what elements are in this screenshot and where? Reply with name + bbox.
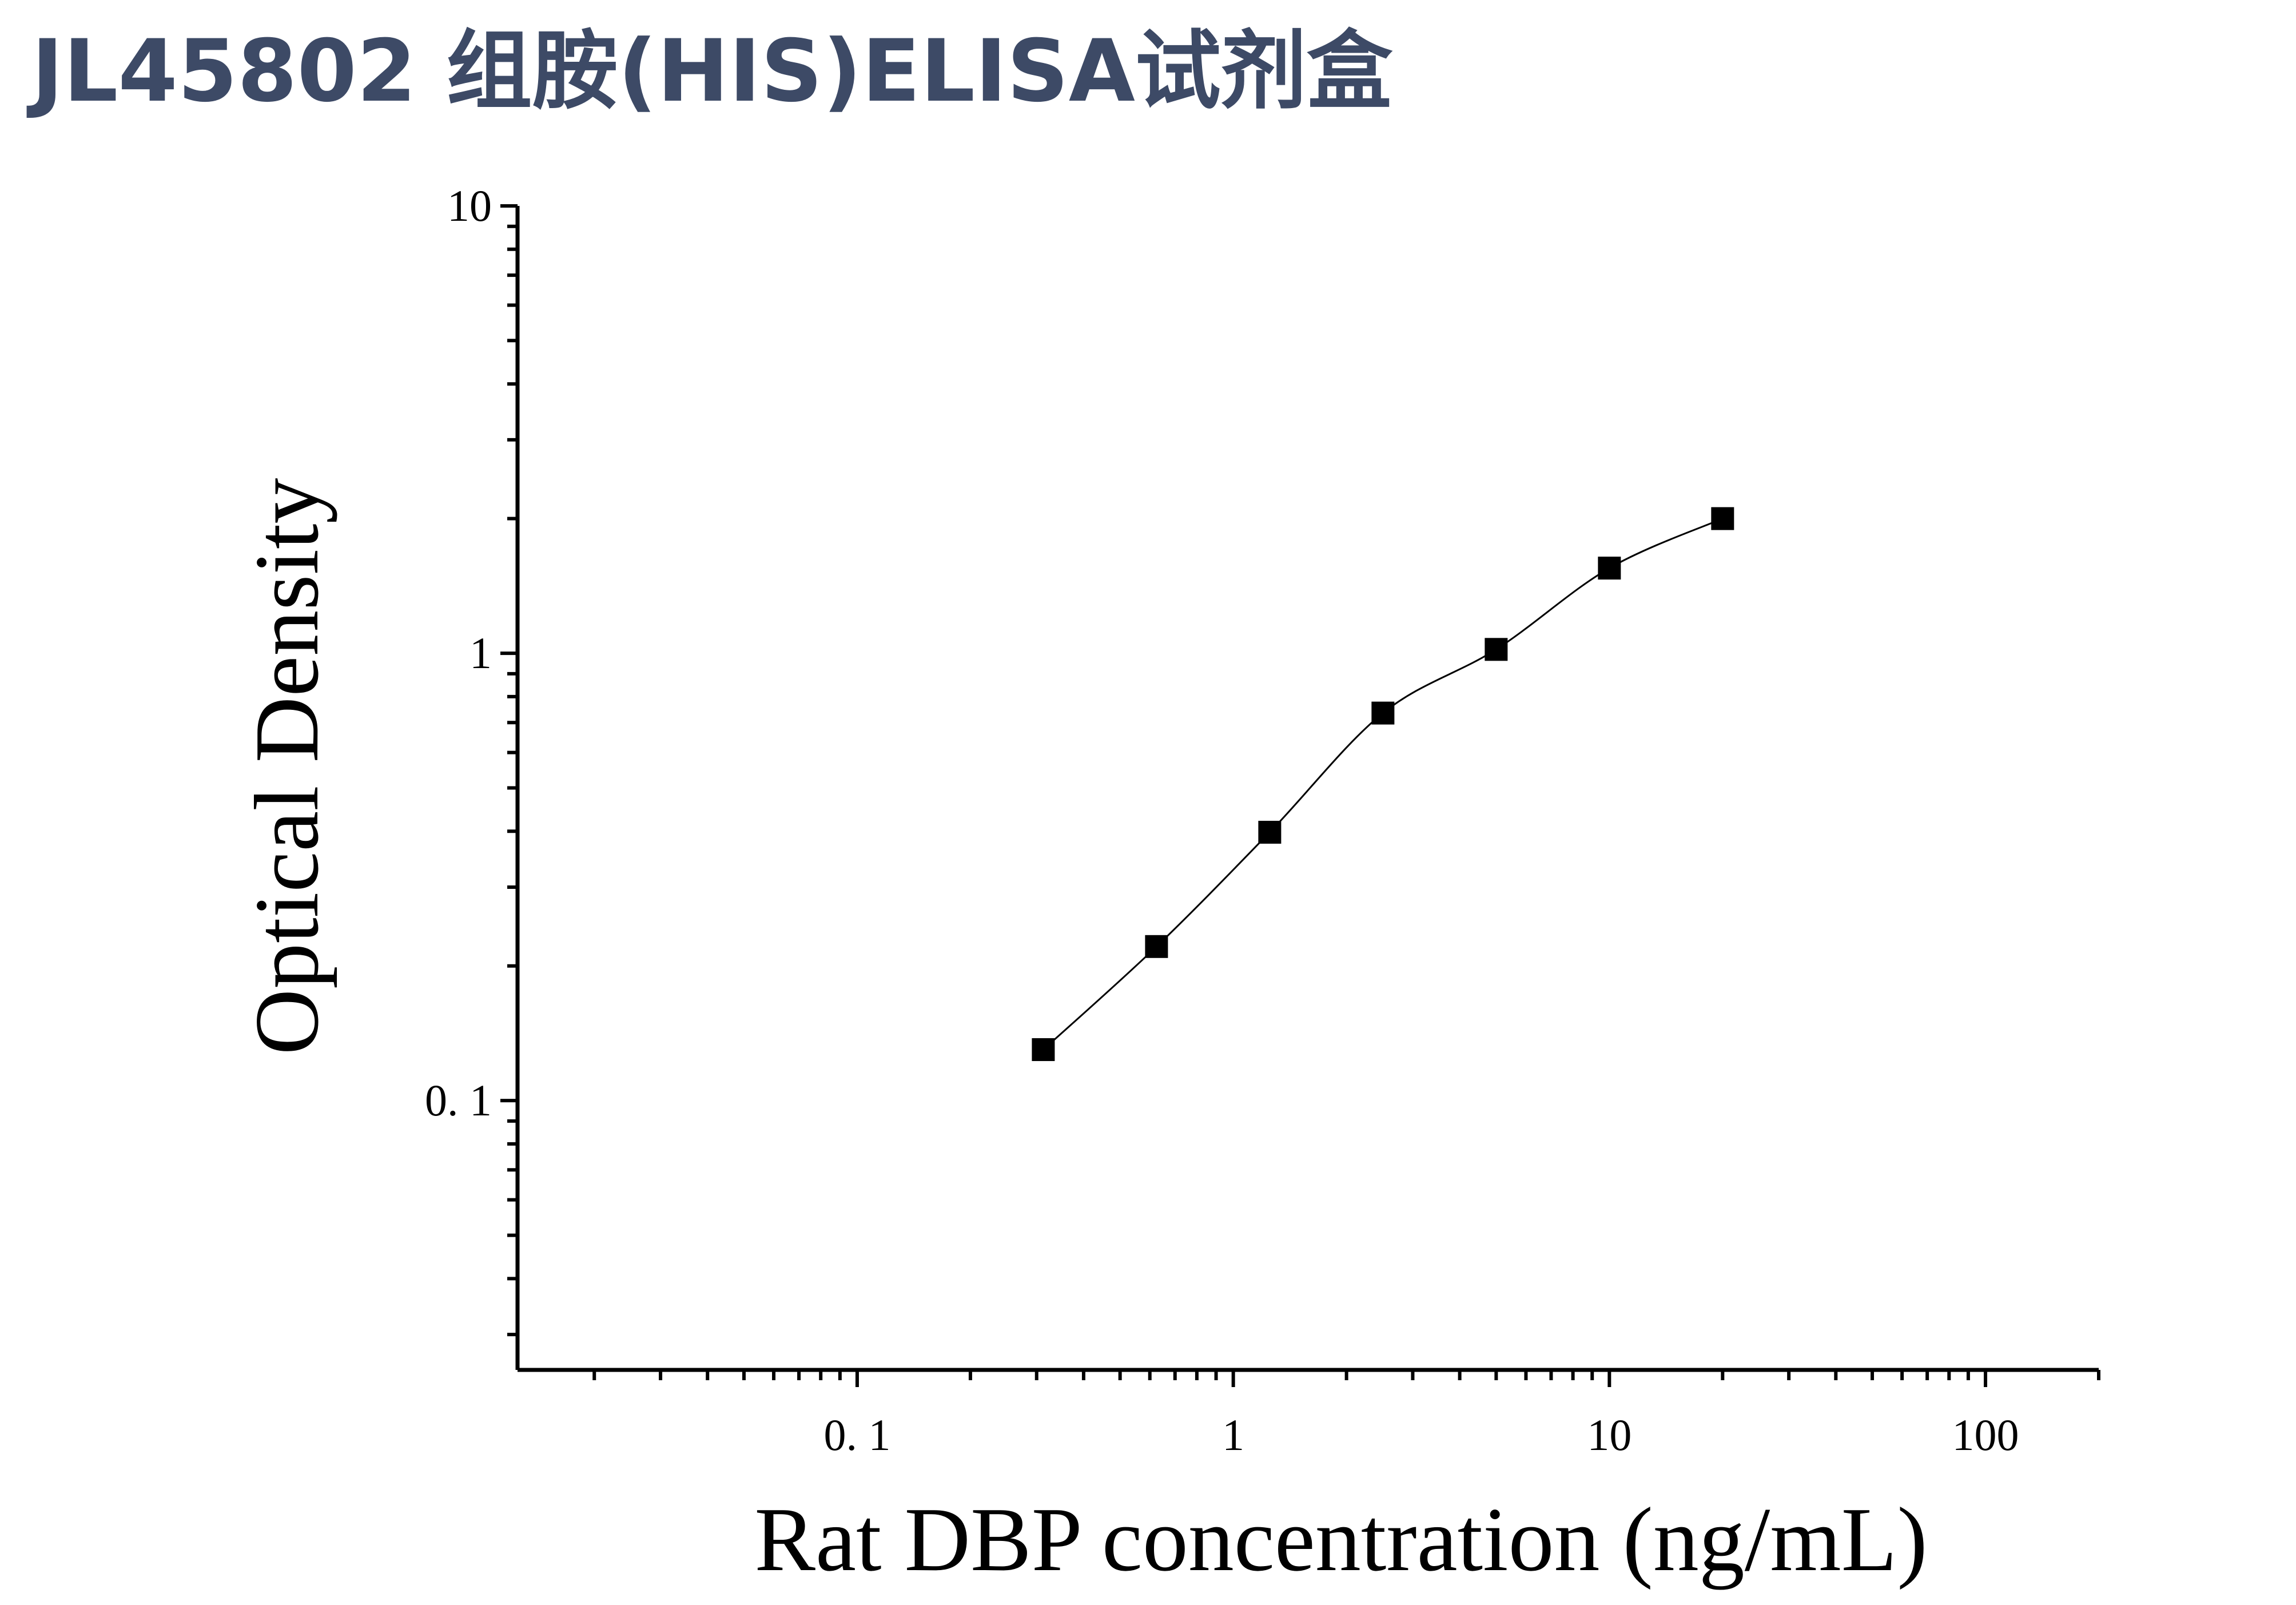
data-point-marker xyxy=(1711,507,1734,530)
x-tick-label: 1 xyxy=(1222,1410,1244,1460)
page-title: JL45802 组胺(HIS)ELISA试剂盒 xyxy=(31,22,1392,121)
data-points-layer xyxy=(1032,507,1734,1062)
fit-curve-layer xyxy=(1042,518,1723,1051)
data-point-marker xyxy=(1032,1038,1055,1062)
y-tick-label: 0. 1 xyxy=(425,1075,492,1125)
y-tick-label: 10 xyxy=(447,181,492,231)
y-tick-label: 1 xyxy=(469,628,492,678)
axes: 0. 1 1 10 100 0. 1 1 10 xyxy=(425,181,2100,1460)
x-axis-title: Rat DBP concentration (ng/mL) xyxy=(754,1488,1927,1590)
x-tick-label: 10 xyxy=(1587,1410,1632,1460)
data-point-marker xyxy=(1371,701,1395,725)
data-point-marker xyxy=(1485,638,1508,661)
data-point-marker xyxy=(1598,557,1621,580)
y-axis-title: Optical Density xyxy=(236,478,337,1055)
data-point-marker xyxy=(1145,935,1168,958)
data-point-marker xyxy=(1258,820,1282,844)
x-tick-label: 0. 1 xyxy=(823,1410,890,1460)
fit-curve-line xyxy=(1042,518,1723,1051)
x-tick-label: 100 xyxy=(1952,1410,2019,1460)
